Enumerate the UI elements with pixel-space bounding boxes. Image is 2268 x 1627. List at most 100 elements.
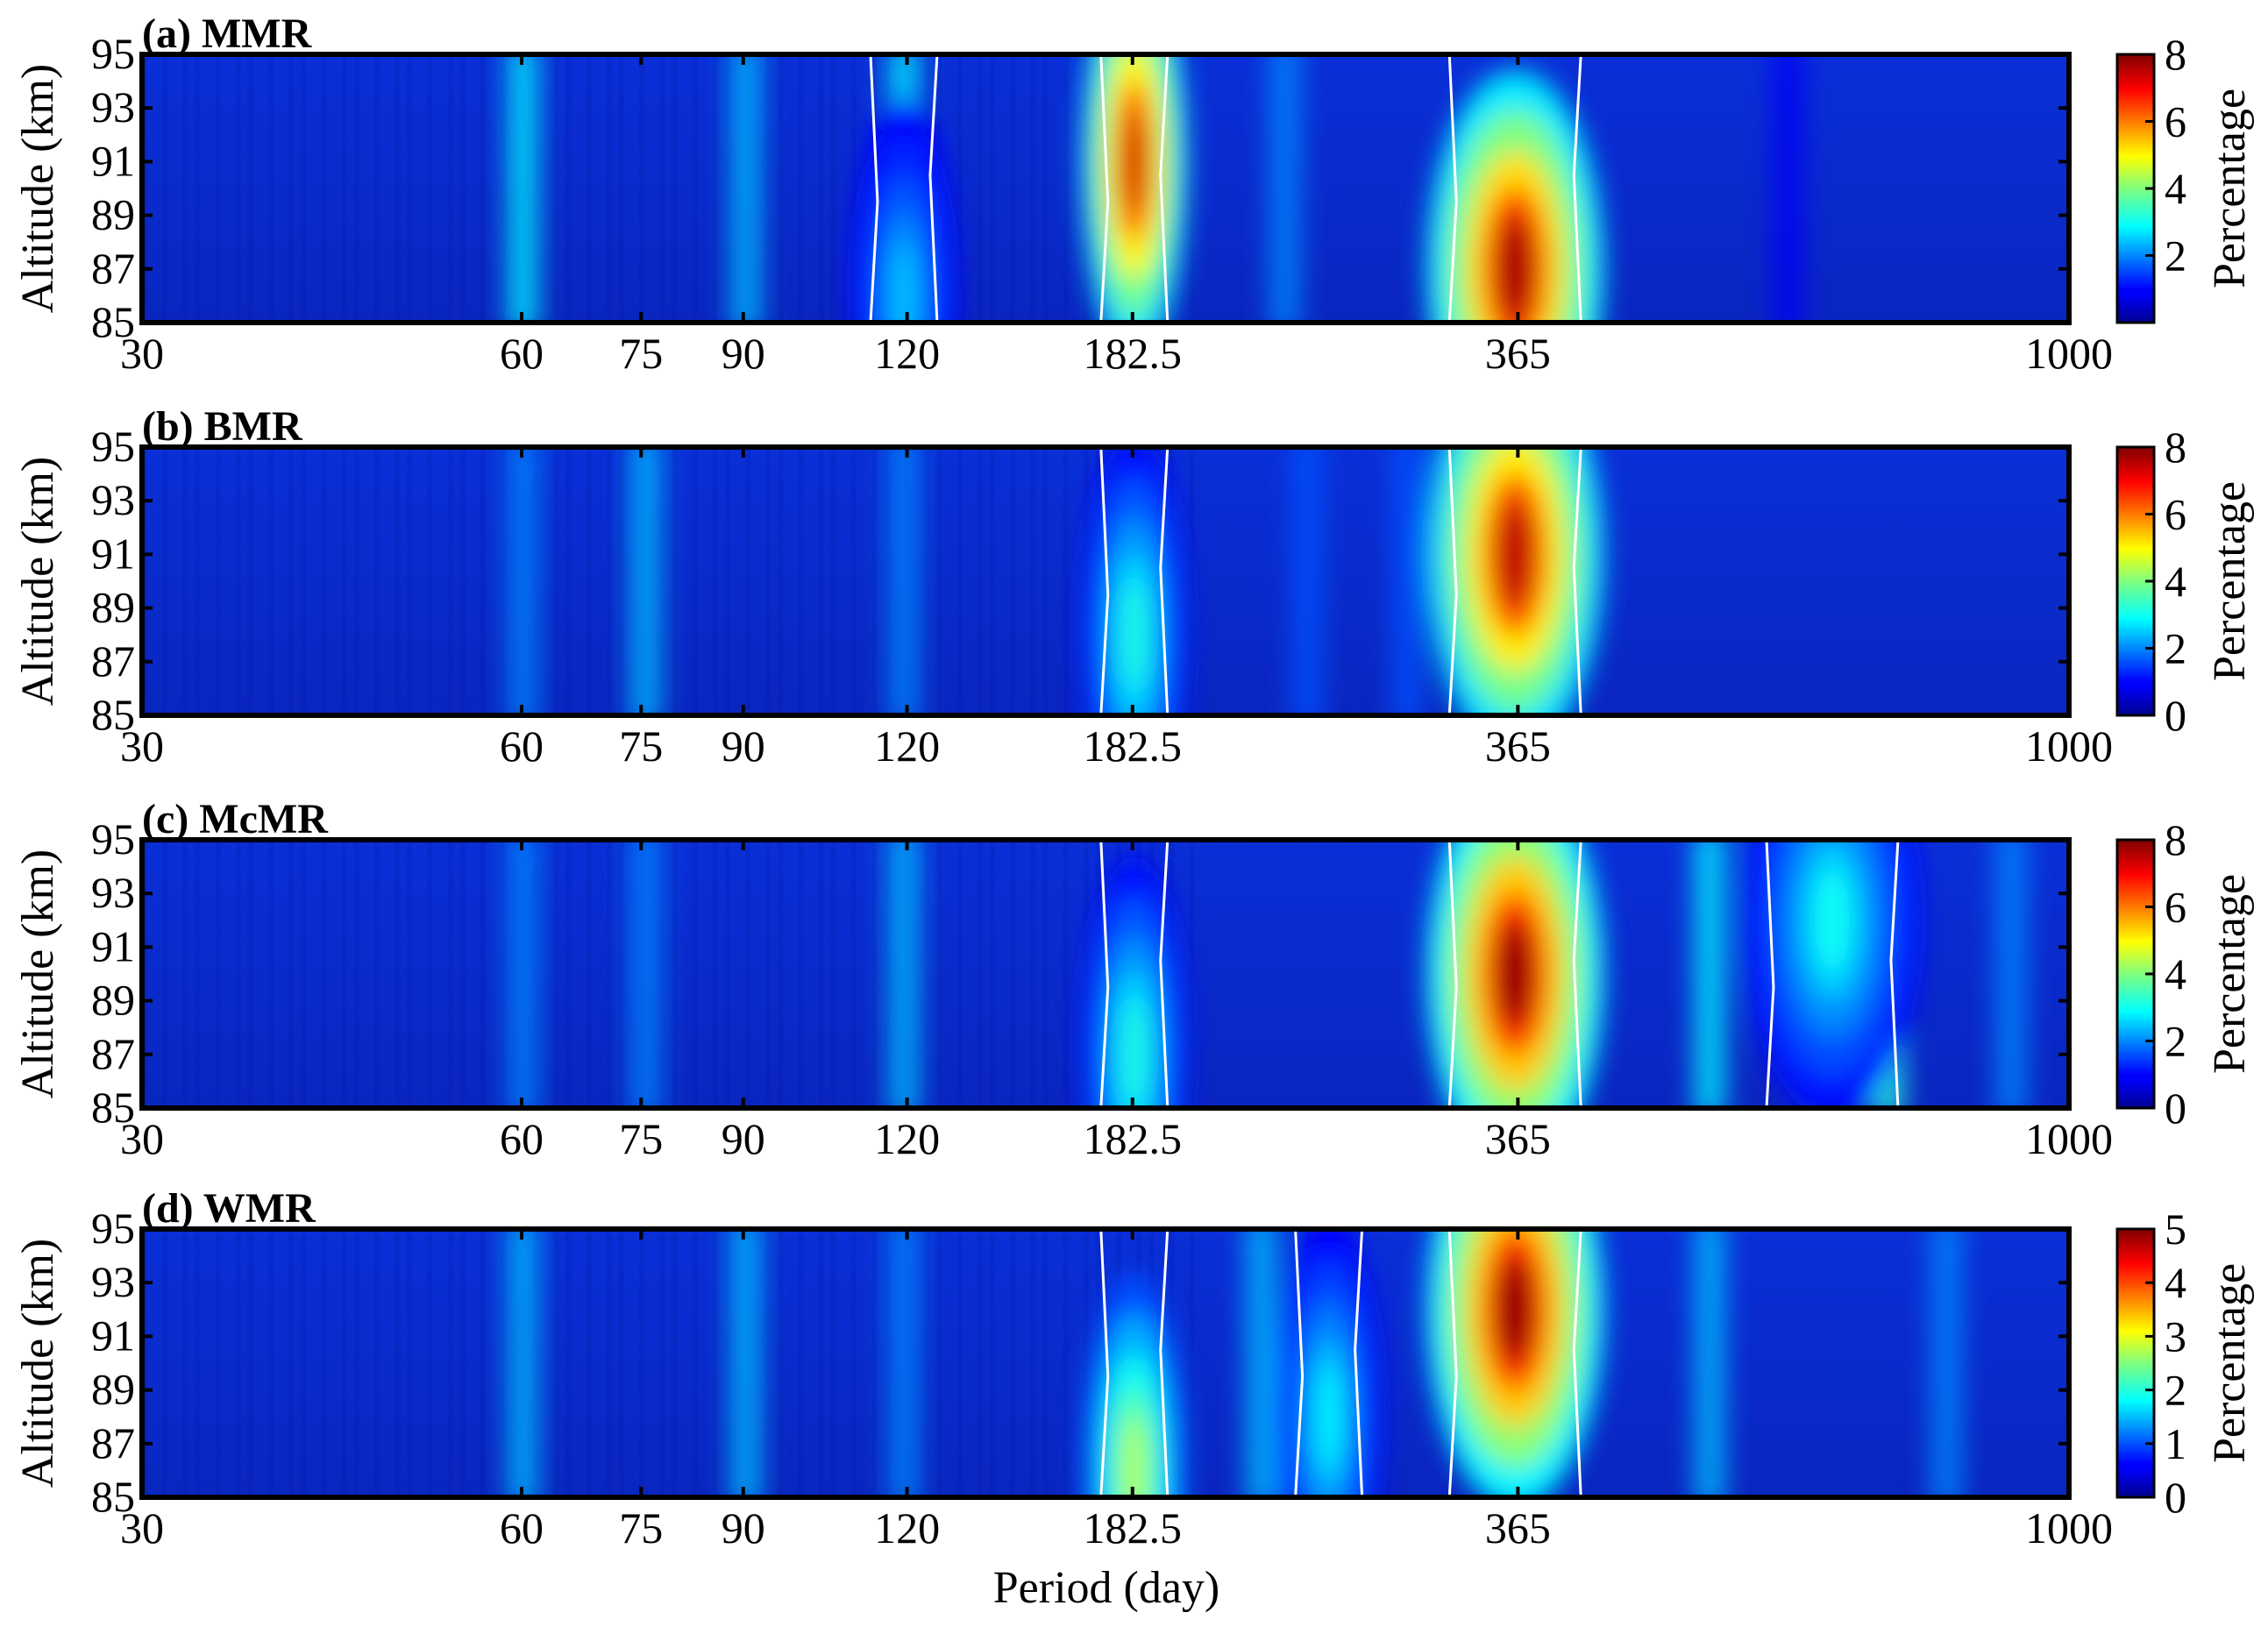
x-tick-label: 75 — [619, 329, 663, 378]
contour-line — [1099, 54, 1110, 323]
plot-frame — [139, 837, 2072, 1111]
contour-line — [1572, 1229, 1582, 1497]
y-tick-label: 93 — [91, 475, 135, 524]
x-tick-label: 1000 — [2025, 1503, 2113, 1552]
x-tick-label: 90 — [722, 721, 765, 771]
y-axis-label: Altitude (km) — [13, 849, 63, 1099]
panel-title: (b) BMR — [142, 403, 303, 450]
x-tick-label: 182.5 — [1084, 1114, 1183, 1163]
colorbar-tick-label: 0 — [2165, 1473, 2186, 1522]
y-tick-label: 91 — [91, 136, 135, 185]
y-tick-label: 85 — [91, 1472, 135, 1521]
colorbar-tick-label: 2 — [2165, 1366, 2186, 1415]
heatmap-band — [729, 1229, 762, 1497]
contour-line — [1572, 447, 1582, 715]
y-tick-label: 95 — [91, 422, 135, 471]
colorbar-label: Percentage — [2205, 89, 2255, 288]
y-tick-label: 95 — [91, 1204, 135, 1253]
heatmap-peak — [892, 242, 915, 323]
heatmap-band — [507, 54, 539, 323]
x-tick-label: 182.5 — [1084, 329, 1183, 378]
y-tick-label: 89 — [91, 976, 135, 1025]
colorbar-tick-label: 4 — [2165, 557, 2186, 606]
x-tick-label: 75 — [619, 1503, 663, 1552]
contour-line — [869, 54, 879, 323]
y-tick-label: 85 — [91, 1083, 135, 1132]
contour-line — [1159, 840, 1170, 1108]
contour-line — [1159, 54, 1170, 323]
colorbar-label: Percentage — [2205, 481, 2255, 681]
contour-line — [1099, 447, 1110, 715]
contour-line — [1354, 1229, 1364, 1497]
y-tick-label: 89 — [91, 190, 135, 239]
colorbar-tick-label: 4 — [2165, 164, 2186, 213]
colorbar-tick-label: 8 — [2165, 30, 2186, 79]
colorbar — [2115, 1227, 2156, 1499]
x-tick-label: 120 — [874, 1503, 940, 1552]
heatmap-band — [629, 447, 662, 715]
y-axis-label: Altitude (km) — [13, 64, 63, 314]
colorbar-tick-label: 4 — [2165, 949, 2186, 998]
heatmap-band — [887, 840, 920, 1108]
colorbar-tick-label: 6 — [2165, 490, 2186, 539]
colorbar-tick-label: 2 — [2165, 231, 2186, 281]
plot-frame — [139, 52, 2072, 325]
x-tick-label: 30 — [120, 1114, 164, 1163]
x-tick-label: 365 — [1485, 1114, 1551, 1163]
heatmap-peak — [1497, 1255, 1533, 1364]
colorbar-tick-label: 4 — [2165, 1258, 2186, 1307]
x-tick-label: 120 — [874, 721, 940, 771]
heatmap-peak — [1814, 866, 1851, 975]
y-tick-label: 87 — [91, 1418, 135, 1467]
y-tick-label: 89 — [91, 1365, 135, 1414]
y-tick-label: 95 — [91, 814, 135, 863]
heatmap-band — [1245, 1229, 1277, 1497]
panel-title: (d) WMR — [142, 1185, 316, 1232]
y-tick-label: 95 — [91, 29, 135, 78]
colorbar-tick-label: 0 — [2165, 1083, 2186, 1133]
heatmap-band — [1930, 1229, 1963, 1497]
colorbar-tick-label: 5 — [2165, 1204, 2186, 1254]
contour-line — [1294, 1229, 1305, 1497]
x-tick-label: 30 — [120, 721, 164, 771]
colorbar-tick-label: 1 — [2165, 1419, 2186, 1468]
x-tick-label: 30 — [120, 1503, 164, 1552]
contour-line — [928, 54, 939, 323]
heatmap-peak — [1123, 580, 1145, 689]
x-tick-label: 365 — [1485, 1503, 1551, 1552]
heatmap-band — [507, 447, 539, 715]
colorbar-tick-label: 8 — [2165, 423, 2186, 472]
x-tick-label: 1000 — [2025, 329, 2113, 378]
x-tick-label: 90 — [722, 1114, 765, 1163]
heatmap-peak — [1123, 1000, 1145, 1108]
colorbar-tick-label: 6 — [2165, 97, 2186, 146]
x-tick-label: 182.5 — [1084, 721, 1183, 771]
contour-line — [1889, 840, 1900, 1108]
y-tick-label: 91 — [91, 921, 135, 970]
contour-line — [1572, 840, 1582, 1108]
panel-title: (a) MMR — [142, 11, 313, 57]
colorbar-label: Percentage — [2205, 1263, 2255, 1463]
contour-line — [1159, 1229, 1170, 1497]
contour-line — [1447, 840, 1458, 1108]
colorbar-tick-label: 2 — [2165, 624, 2186, 673]
x-axis-label: Period (day) — [993, 1563, 1219, 1613]
heatmap-band — [729, 54, 762, 323]
heatmap-band — [629, 840, 662, 1108]
x-tick-label: 182.5 — [1084, 1503, 1183, 1552]
x-tick-label: 60 — [500, 329, 544, 378]
heatmap-band — [1694, 840, 1726, 1108]
plot-frame — [139, 1226, 2072, 1500]
heatmap-band — [1269, 54, 1301, 323]
colorbar-tick-label: 8 — [2165, 815, 2186, 864]
heatmap-band — [1772, 54, 1804, 323]
x-tick-label: 1000 — [2025, 721, 2113, 771]
heatmap-peak — [1318, 1362, 1340, 1471]
x-tick-label: 30 — [120, 329, 164, 378]
heatmap-peak — [1123, 108, 1145, 216]
heatmap-band — [1994, 840, 2027, 1108]
